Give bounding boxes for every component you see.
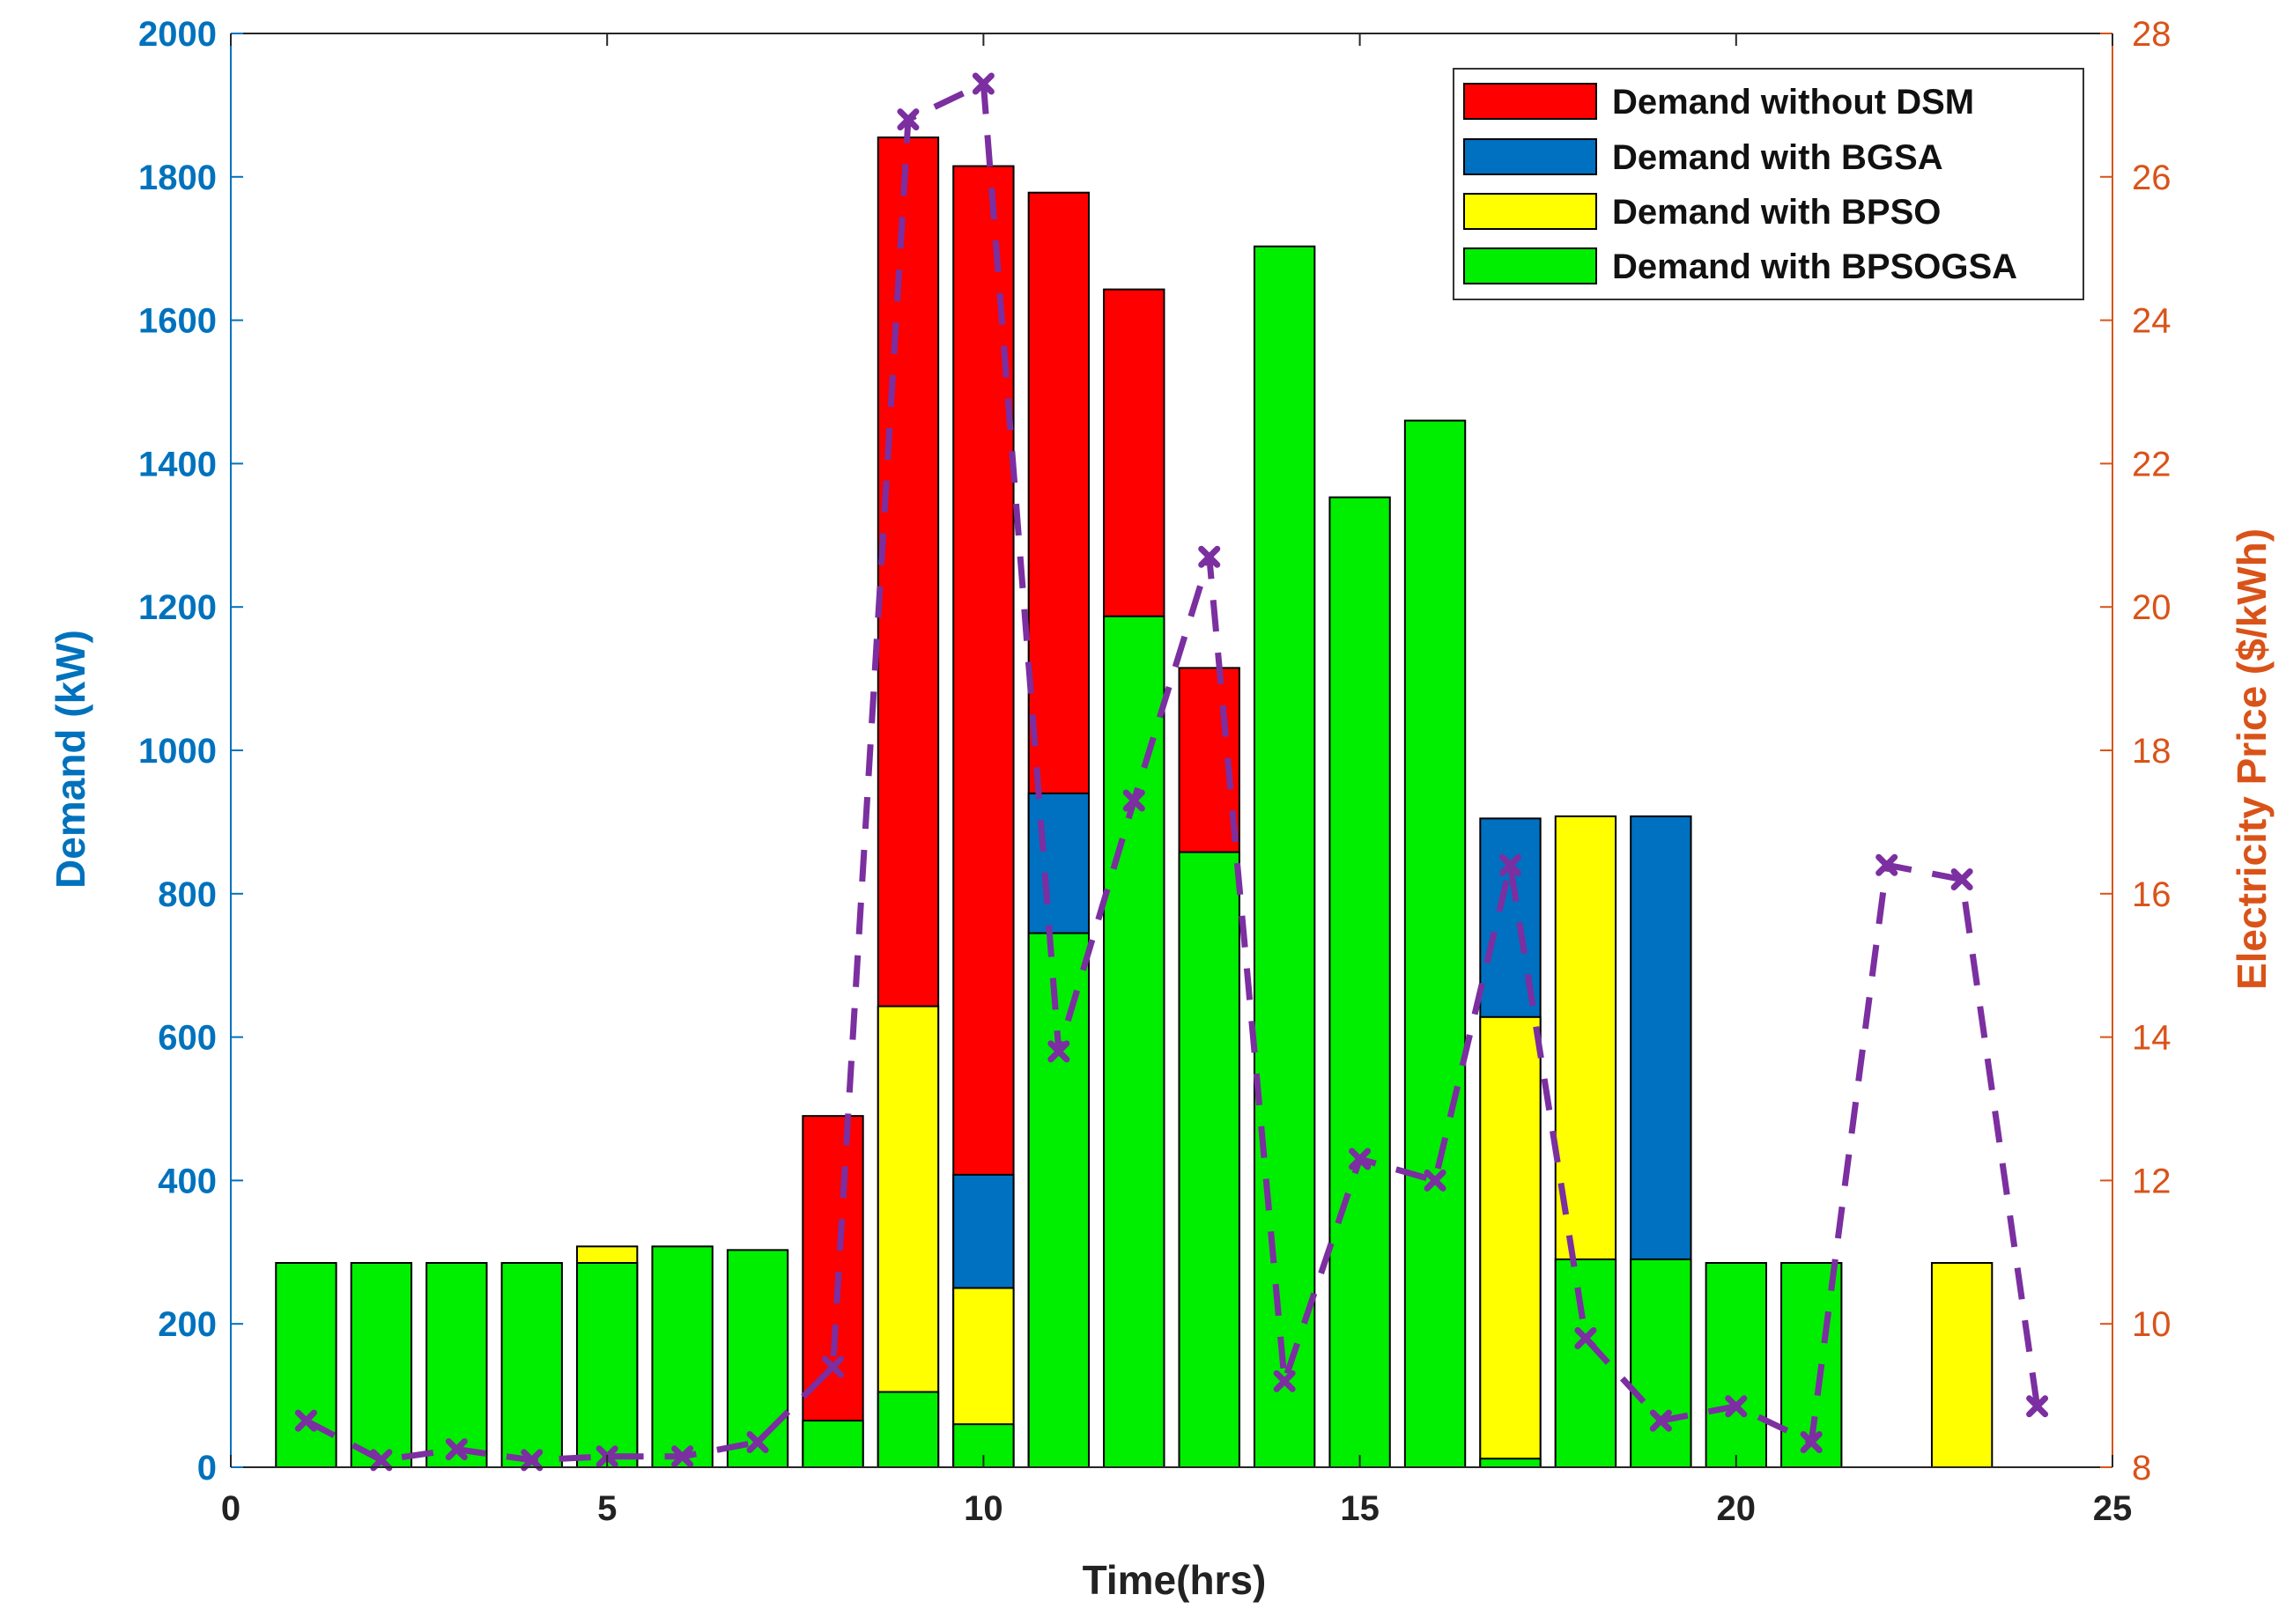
bar-s3-h2 [350,1262,413,1469]
legend-swatch-bpsogsa [1463,247,1597,284]
price-marker-h17 [1498,853,1521,876]
x-tick-label: 15 [1340,1489,1380,1528]
y-right-tick-label: 26 [2132,159,2171,197]
bar-s3-h20 [1705,1262,1767,1469]
y-left-tick-label: 2000 [138,15,217,54]
price-marker-h21 [1800,1431,1823,1454]
y-left-tick-label: 600 [158,1019,217,1058]
price-marker-h9 [897,108,920,131]
axes-layer: 0200400600800100012001400160018002000810… [138,15,2171,1528]
bar-s0-h8 [802,1115,864,1468]
bar-s3-h9 [877,1391,940,1469]
bar-s3-h19 [1630,1258,1692,1468]
y-right-tick-label: 12 [2132,1162,2171,1200]
x-tick-label: 20 [1717,1489,1757,1528]
y-left-tick-label: 200 [158,1305,217,1344]
y-left-tick-label: 1000 [138,732,217,771]
y-right-tick-label: 16 [2132,875,2171,914]
bar-s3-h16 [1403,419,1467,1468]
price-marker-h8 [822,1355,845,1378]
legend-swatch-bgsa [1463,138,1597,175]
bar-s3-h17 [1479,1458,1542,1469]
y-right-tick-label: 18 [2132,732,2171,771]
price-marker-h20 [1725,1395,1748,1418]
bar-s3-h1 [275,1262,337,1469]
y-left-tick-label: 0 [197,1449,217,1487]
y-axis-right-title: Electricity Price ($/kWh) [2229,528,2275,990]
price-marker-h16 [1424,1169,1446,1192]
bar-s3-h7 [726,1249,789,1469]
price-marker-h4 [521,1449,544,1472]
bar-s3-h15 [1328,496,1391,1469]
x-tick-label: 5 [597,1489,617,1528]
legend-label-bpso: Demand with BPSO [1612,193,1941,232]
y-right-tick-label: 10 [2132,1305,2171,1344]
legend-label-bpsogsa: Demand with BPSOGSA [1612,247,2017,286]
y-left-tick-label: 1800 [138,159,217,197]
price-marker-h11 [1047,1040,1070,1063]
bar-s3-h6 [651,1245,714,1468]
price-marker-h1 [294,1409,317,1432]
bar-s3-h11 [1027,932,1091,1468]
price-marker-h6 [671,1445,694,1468]
bar-s3-h4 [500,1262,563,1469]
price-marker-h24 [2026,1395,2049,1418]
bar-s2-h17 [1479,1015,1542,1468]
y-right-tick-label: 28 [2132,15,2171,54]
price-marker-h22 [1875,853,1898,876]
bar-s3-h13 [1178,851,1240,1468]
price-marker-h2 [370,1449,393,1472]
x-tick-label: 25 [2093,1489,2133,1528]
y-left-tick-label: 1600 [138,302,217,341]
bar-s3-h12 [1103,615,1165,1468]
y-left-tick-label: 1200 [138,588,217,627]
y-left-tick-label: 800 [158,875,217,914]
bar-s3-h5 [576,1262,639,1469]
bars-layer [275,137,1994,1469]
y-axis-left-title: Demand (kW) [48,630,93,889]
y-right-tick-label: 22 [2132,445,2171,484]
price-marker-h23 [1950,868,1973,891]
price-marker-h15 [1349,1148,1372,1170]
price-marker-h7 [746,1431,769,1454]
bar-s3-h14 [1253,245,1316,1468]
price-marker-h13 [1198,545,1221,568]
bar-s2-h9 [877,1005,940,1468]
price-marker-h3 [445,1438,468,1461]
price-marker-h18 [1574,1326,1597,1349]
legend-label-without-dsm: Demand without DSM [1612,83,1974,122]
legend: Demand without DSM Demand with BGSA Dema… [1453,68,2084,300]
x-tick-label: 10 [964,1489,1003,1528]
price-marker-h10 [972,72,995,95]
legend-label-bgsa: Demand with BGSA [1612,138,1943,177]
y-left-tick-label: 1400 [138,445,217,484]
y-right-tick-label: 14 [2132,1019,2171,1058]
legend-swatch-bpso [1463,193,1597,230]
y-right-tick-label: 24 [2132,302,2171,341]
y-right-tick-label: 8 [2132,1449,2151,1487]
price-marker-h14 [1273,1369,1296,1392]
legend-swatch-without-dsm [1463,83,1597,120]
y-left-tick-label: 400 [158,1162,217,1200]
bar-s3-h3 [425,1262,488,1469]
x-tick-label: 0 [221,1489,240,1528]
y-right-tick-label: 20 [2132,588,2171,627]
bar-s3-h8 [802,1420,864,1468]
price-marker-h19 [1649,1409,1672,1432]
x-axis-title: Time(hrs) [1083,1557,1267,1603]
price-marker-h12 [1122,789,1145,812]
bar-s2-h23 [1930,1262,1994,1469]
